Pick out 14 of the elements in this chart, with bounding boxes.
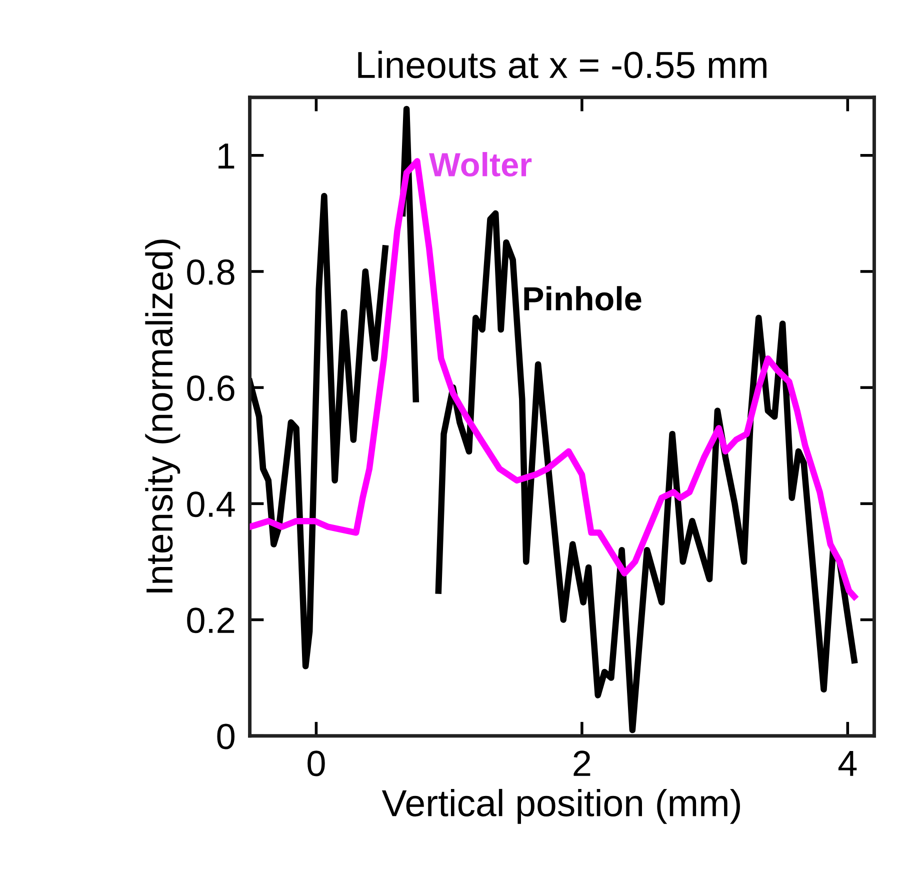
y-tick-label: 0.4 (187, 492, 235, 518)
chart-title: Lineouts at x = -0.55 mm (358, 50, 766, 78)
annotation: Wolter (429, 152, 532, 177)
y-tick-label: 0 (217, 724, 234, 750)
y-tick-label: 0.8 (187, 259, 234, 285)
x-tick-label: 2 (574, 750, 590, 776)
y-tick-label: 1 (218, 144, 234, 168)
y-axis-title: Intensity (normalized) (145, 240, 180, 592)
annotation: Pinhole (524, 286, 642, 311)
x-tick-label: 4 (838, 751, 857, 776)
x-axis-title: Vertical position (mm) (382, 788, 740, 824)
y-tick-label: 0.2 (187, 608, 234, 634)
y-tick-label: 0.6 (187, 375, 234, 401)
x-tick-label: 0 (308, 750, 325, 776)
